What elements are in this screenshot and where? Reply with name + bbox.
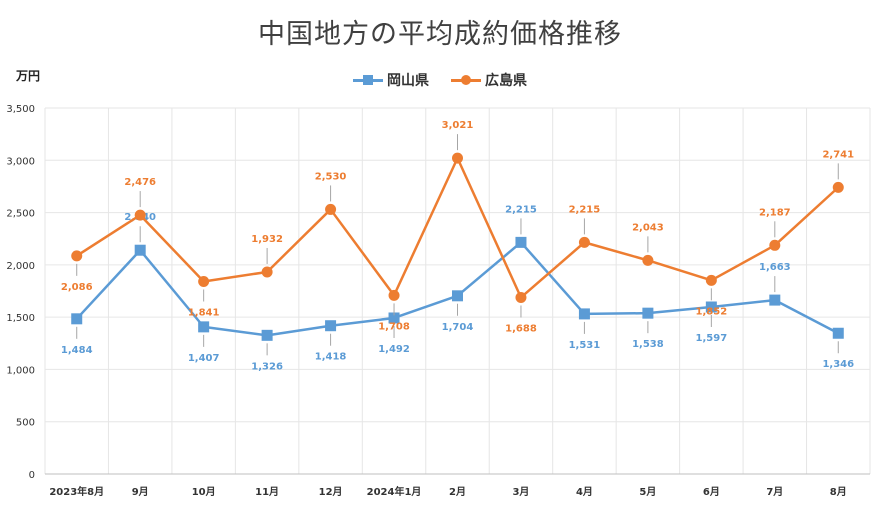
y-tick-label: 2,000 — [6, 261, 35, 272]
data-label-okayama: 1,597 — [696, 333, 728, 344]
data-point-okayama — [198, 321, 210, 333]
data-point-hiroshima — [769, 239, 781, 251]
y-tick-label: 3,500 — [6, 104, 35, 115]
data-label-hiroshima: 2,086 — [61, 282, 93, 293]
data-point-okayama — [832, 327, 844, 339]
data-point-okayama — [578, 308, 590, 320]
data-point-okayama — [134, 244, 146, 256]
data-label-okayama: 1,407 — [188, 353, 220, 364]
y-tick-label: 500 — [16, 418, 35, 429]
data-label-okayama: 1,346 — [822, 359, 854, 370]
data-label-hiroshima: 1,688 — [505, 323, 537, 334]
legend-item-hiroshima: 広島県 — [451, 70, 527, 90]
x-tick-label: 9月 — [132, 486, 149, 498]
x-tick-label: 5月 — [639, 486, 656, 498]
data-point-okayama — [452, 290, 463, 302]
data-label-okayama: 1,531 — [569, 340, 601, 351]
data-point-okayama — [71, 313, 83, 325]
x-tick-label: 8月 — [830, 486, 847, 498]
y-tick-label: 2,500 — [6, 209, 35, 220]
legend-swatch-okayama — [353, 73, 383, 87]
data-point-hiroshima — [388, 289, 400, 301]
data-point-hiroshima — [452, 152, 463, 164]
legend-item-okayama: 岡山県 — [353, 70, 429, 90]
x-tick-label: 3月 — [512, 486, 529, 498]
data-point-okayama — [388, 312, 400, 324]
data-point-okayama — [261, 329, 273, 341]
data-point-okayama — [515, 236, 527, 248]
data-point-hiroshima — [642, 254, 654, 266]
y-tick-label: 0 — [29, 470, 35, 481]
y-axis-unit-label: 万円 — [16, 69, 41, 83]
legend-label-okayama: 岡山県 — [387, 73, 429, 89]
x-tick-label: 2023年8月 — [49, 485, 104, 498]
data-label-hiroshima: 2,043 — [632, 222, 664, 233]
data-label-hiroshima: 1,708 — [378, 321, 410, 332]
data-point-okayama — [705, 301, 717, 313]
series-line-hiroshima — [76, 156, 840, 299]
data-point-hiroshima — [325, 203, 337, 215]
x-tick-label: 2024年1月 — [367, 485, 422, 498]
y-tick-label: 1,500 — [6, 313, 35, 324]
data-label-hiroshima: 2,215 — [569, 204, 601, 215]
data-label-hiroshima: 1,841 — [188, 307, 220, 318]
data-point-hiroshima — [198, 275, 210, 287]
data-label-okayama: 1,484 — [61, 345, 93, 356]
data-point-hiroshima — [134, 209, 146, 221]
data-label-hiroshima: 2,530 — [315, 171, 347, 182]
legend-label-hiroshima: 広島県 — [485, 73, 527, 89]
data-label-hiroshima: 1,852 — [696, 306, 728, 317]
data-point-okayama — [642, 307, 654, 319]
data-label-okayama: 1,418 — [315, 352, 347, 363]
data-label-hiroshima: 2,187 — [759, 207, 791, 218]
data-point-hiroshima — [515, 291, 527, 303]
data-label-hiroshima: 1,932 — [251, 234, 283, 245]
data-label-okayama: 1,663 — [759, 262, 791, 273]
x-tick-label: 12月 — [319, 486, 343, 498]
data-point-hiroshima — [71, 250, 83, 262]
chart-title: 中国地方の平均成約価格推移 — [258, 19, 622, 50]
data-label-hiroshima: 3,021 — [442, 120, 474, 131]
x-tick-label: 2月 — [449, 486, 466, 498]
data-point-hiroshima — [832, 181, 844, 193]
data-point-okayama — [769, 294, 781, 306]
y-tick-label: 3,000 — [6, 156, 35, 167]
data-label-okayama: 1,326 — [251, 361, 283, 372]
y-tick-label: 1,000 — [6, 365, 35, 376]
legend-swatch-hiroshima — [451, 73, 481, 87]
data-label-hiroshima: 2,476 — [124, 177, 156, 188]
legend: 岡山県 広島県 — [0, 70, 880, 90]
x-tick-label: 10月 — [192, 486, 216, 498]
data-label-okayama: 1,704 — [442, 322, 474, 333]
x-tick-label: 6月 — [703, 486, 720, 498]
data-label-okayama: 2,215 — [505, 204, 537, 215]
data-label-hiroshima: 2,741 — [822, 149, 854, 160]
data-point-hiroshima — [578, 236, 590, 248]
data-label-okayama: 1,492 — [378, 344, 410, 355]
data-point-hiroshima — [705, 274, 717, 286]
data-point-okayama — [325, 320, 337, 332]
x-tick-label: 4月 — [576, 486, 593, 498]
x-tick-label: 7月 — [766, 486, 783, 498]
data-point-hiroshima — [261, 266, 273, 278]
data-label-okayama: 1,538 — [632, 339, 664, 350]
x-tick-label: 11月 — [255, 486, 279, 498]
